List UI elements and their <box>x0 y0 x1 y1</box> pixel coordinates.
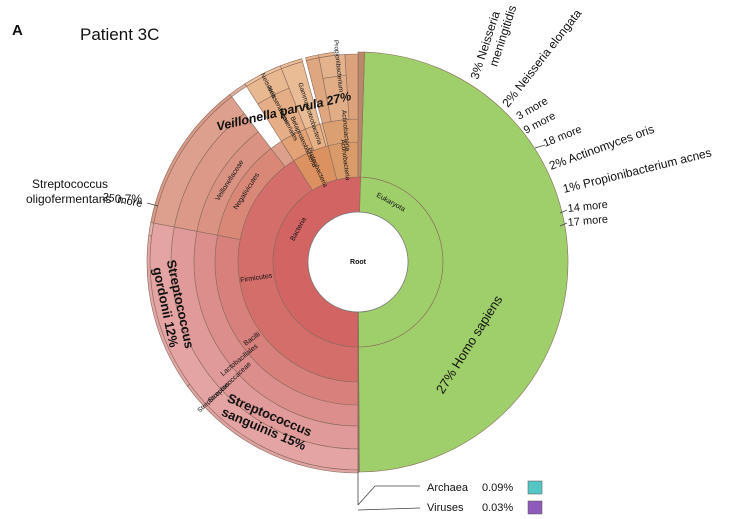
hatch-line <box>236 89 238 94</box>
leader-archaea <box>357 485 376 506</box>
label-18-more: 18 more <box>542 124 584 150</box>
label-actinobacteria-class: Actinobacteria <box>340 110 351 152</box>
label-17-more: 17 more <box>567 214 608 229</box>
slice-other-bacteria[interactable] <box>357 51 365 178</box>
slice-homo-sapiens[interactable] <box>358 51 569 473</box>
hatch-line <box>244 84 247 88</box>
legend-swatch-archaea <box>527 480 543 495</box>
leader-18-more <box>534 144 546 149</box>
label-neisseria-meningitidis: 3% Neisseriameningitidis <box>468 0 520 85</box>
label-streptococcus-oligofermentans: Streptococcus oligofermentans 0.7% <box>26 177 142 206</box>
legend-percent-viruses: 0.03% <box>482 502 513 514</box>
label-14-more: 14 more <box>567 199 608 215</box>
hatch-line <box>241 86 244 90</box>
slice-neisseria-elongata[interactable] <box>279 58 303 69</box>
legend-label-archaea: Archaea <box>427 482 469 494</box>
legend-percent-archaea: 0.09% <box>482 482 513 494</box>
slice-propionibacterium-acnes[interactable] <box>318 52 335 59</box>
center-root[interactable] <box>307 211 409 313</box>
hatch-line <box>231 93 233 97</box>
legend-label-viruses: Viruses <box>427 502 464 514</box>
slice-actino-other[interactable] <box>344 53 359 120</box>
leader-25-more <box>146 202 159 207</box>
legend-swatch-viruses <box>527 500 543 515</box>
panel-letter: A <box>12 22 23 39</box>
leader-viruses <box>357 507 421 511</box>
slice-viruses[interactable] <box>357 311 359 473</box>
hatch-line <box>233 91 236 95</box>
center-label: Root <box>350 259 367 266</box>
chart-title: Patient 3C <box>80 25 160 44</box>
leader-17-more <box>559 222 568 227</box>
hatch-line <box>239 87 241 92</box>
leader-14-more <box>559 209 568 214</box>
